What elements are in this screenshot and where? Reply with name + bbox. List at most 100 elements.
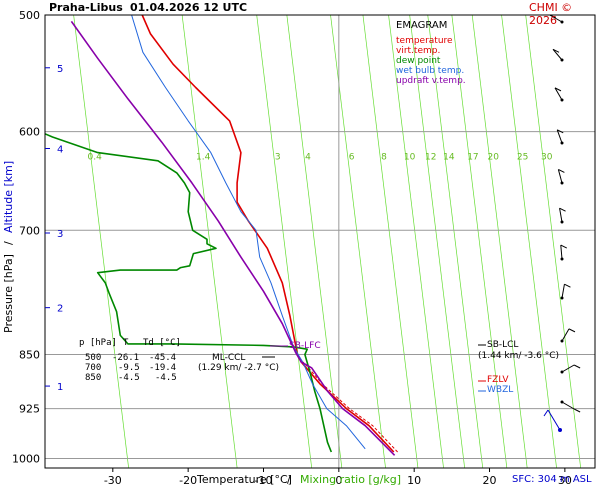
wind-barb [560,400,581,413]
table-cell: -4.5 [155,373,177,383]
mixing-ratio-label: 20 [488,153,500,163]
y-axis-separator: / [2,241,15,245]
ml-ccl-value: (1.29 km/ -2.7 °C) [198,363,279,373]
x-axis-separator: / [287,473,291,486]
table-cell: 850 [85,373,102,383]
wind-barb-shaft [557,169,563,184]
mixing-ratio-label: 3 [275,153,281,163]
mixing-ratio-label: 30 [541,153,553,163]
wind-barb-flag [554,87,562,92]
x-axis-label-mixing: Mixing ratio [g/kg] [300,473,401,486]
sb-lfc-label: SB-LFC [289,341,321,351]
series-virt-temp [303,361,398,453]
temp-tick-label: -30 [104,474,122,487]
temp-tick-label: 10 [407,474,421,487]
legend-updraft: updraft v.temp. [396,76,466,86]
datetime-title: 01.04.2026 12 UTC [130,1,248,14]
wind-barb [554,87,564,102]
wind-barb [557,169,565,185]
sfc-label: SFC: 304 m ASL [512,474,592,485]
ml-ccl-label: ML-CCL [212,353,246,363]
wind-barb [556,129,564,145]
series-wet-bulb-temp [131,14,366,450]
fzlv-label: FZLV [487,375,509,385]
wind-barb [560,244,568,261]
wind-barb-flag [573,408,581,413]
mixing-ratio-label: 10 [404,153,416,163]
mixing-ratio-line [427,14,484,469]
mixing-ratio-label: 4 [305,153,311,163]
wind-barb [560,364,581,374]
axes-text: 500 600 700 850 925 1000 -30 -20 -10 0 10 20 30 Tempe… [2,9,572,487]
mixing-ratio-line [451,14,508,469]
wind-barb-shaft [554,87,563,101]
pressure-tick-label: 850 [19,348,40,361]
pressure-tick-label: 700 [19,224,40,237]
series-temperature [141,14,395,453]
mixing-ratio-label: 25 [517,153,528,163]
mixing-ratio-label: 0.4 [88,153,103,163]
wind-barb-shaft [547,409,561,431]
wind-barb [559,207,566,224]
wind-barb-flag [560,244,568,249]
wind-barbs [543,14,581,432]
table-header-td: Td [°C] [143,338,181,348]
table-cell: -19.4 [149,363,177,373]
mixing-ratio-line [525,14,582,469]
mixing-ratio-lines: 0.4 1.4 3 4 6 8 10 12 14 17 20 25 30 [73,14,582,469]
mixing-ratio-line [330,14,386,469]
mixing-ratio-line [256,14,313,469]
wind-barb-shaft [556,129,563,144]
sb-lcl-value: (1.44 km/ -3.6 °C) [478,351,559,361]
wind-barb-shaft [561,328,570,342]
station-title: Praha-Libus [49,1,123,14]
mixing-ratio-line [501,14,557,469]
temp-tick-label: 30 [558,474,572,487]
wind-barb [560,328,576,343]
temp-tick-label: -10 [255,474,273,487]
wind-barb-flag [568,328,576,333]
mixing-ratio-label: 1.4 [196,153,211,163]
wind-barb-shaft [559,208,563,223]
wind-barb-flag [543,409,549,417]
wind-barb [560,283,571,300]
annotation-markers [262,344,486,392]
copyright: CHMI © 2026 [529,1,573,27]
legend-temperature: temperature [396,36,453,46]
temp-tick-label: 20 [483,474,497,487]
wind-barb-flag [558,169,565,173]
pressure-tick-label: 500 [19,9,40,22]
temp-tick-label: -20 [179,474,197,487]
mixing-ratio-line [409,14,466,469]
wind-barb-flag [573,364,581,369]
altitude-tick-label: 5 [57,64,63,75]
table-header-t: T [123,338,129,348]
altitude-tick-label: 2 [57,304,63,315]
pressure-tick-label: 925 [19,403,40,416]
legend-virt-temp: virt.temp. [396,46,441,56]
temp-tick-label: 0 [335,474,342,487]
grid [45,15,595,468]
mixing-ratio-line [388,14,444,469]
pressure-tick-label: 600 [19,126,40,139]
wind-barb-shaft [561,401,575,410]
table-cell: -9.5 [118,363,140,373]
wind-barb-flag [564,283,571,288]
x-axis-label: Temperature [°C] [196,473,292,486]
wind-barb-flag [556,129,564,134]
mixing-ratio-label: 8 [381,153,387,163]
series-dew-point [44,133,333,453]
wind-barb [552,48,564,62]
wind-barb-shaft [560,245,563,260]
mixing-ratio-label: 12 [425,153,436,163]
wind-barb-surface [543,409,562,432]
legend-title: EMAGRAM [396,20,448,31]
wind-barb-shaft [561,364,575,373]
mixing-ratio-line [181,14,238,469]
series-layer [44,14,398,456]
legend-wet-bulb: wet bulb temp. [396,66,465,76]
y-axis-label-group: Pressure [hPa] / Altitude [km] [2,161,15,333]
pressure-tick-label: 1000 [12,452,40,465]
mixing-ratio-line [286,14,343,469]
